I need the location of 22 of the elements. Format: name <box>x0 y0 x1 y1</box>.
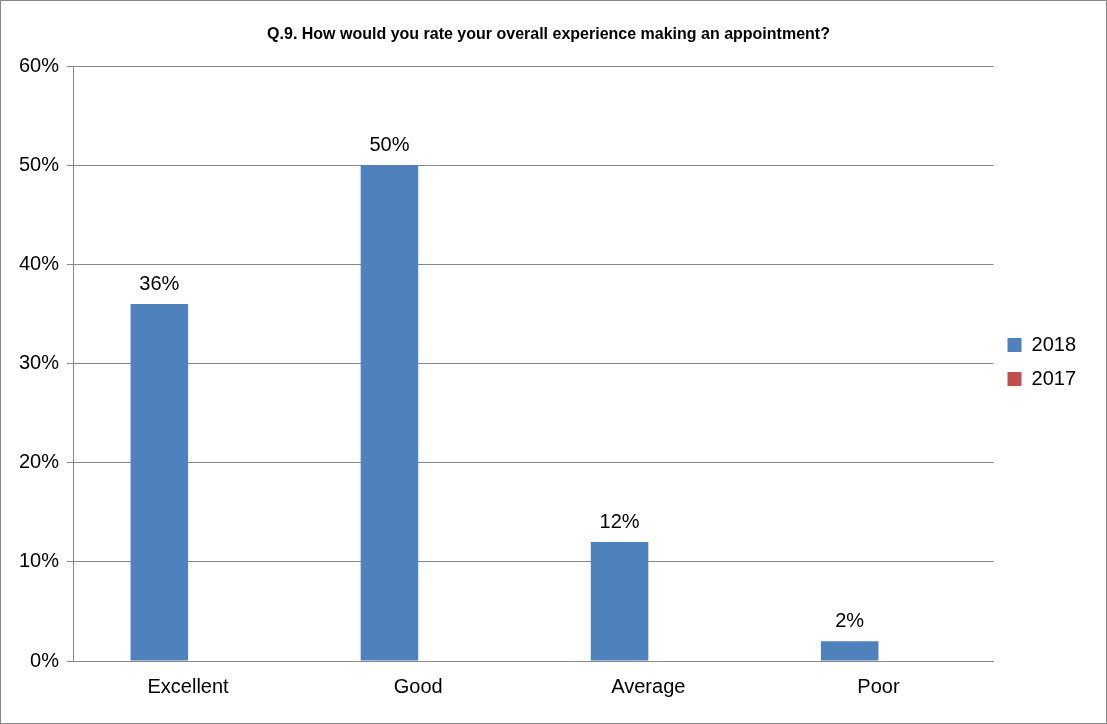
legend-label: 2017 <box>1031 366 1077 389</box>
data-label: 50% <box>369 132 410 155</box>
bar <box>360 165 419 661</box>
x-tick-label: Poor <box>857 674 900 697</box>
data-label: 2% <box>835 608 865 631</box>
x-tick-label: Good <box>393 674 443 697</box>
chart-title: Q.9. How would you rate your overall experience making an appointment? <box>267 25 830 43</box>
data-label: 36% <box>139 271 180 294</box>
y-tick-label: 50% <box>19 152 60 175</box>
y-tick-label: 0% <box>30 648 60 671</box>
y-tick-label: 30% <box>19 351 60 374</box>
data-label: 12% <box>599 509 640 532</box>
y-tick-label: 20% <box>19 450 60 473</box>
y-tick-label: 10% <box>19 549 60 572</box>
x-tick-label: Average <box>611 674 686 697</box>
x-tick-label: Excellent <box>147 674 230 697</box>
y-tick-label: 60% <box>19 53 60 76</box>
bar <box>590 542 649 661</box>
legend-label: 2018 <box>1031 332 1077 355</box>
y-tick-label: 40% <box>19 251 60 274</box>
bar <box>130 304 189 661</box>
bar <box>820 641 879 661</box>
